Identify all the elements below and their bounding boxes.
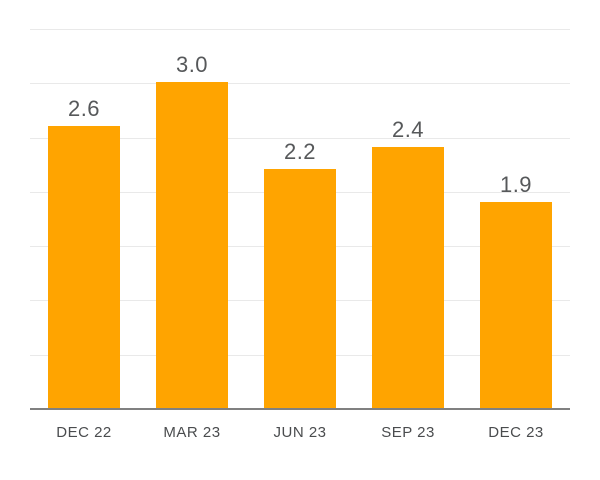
x-axis-line — [30, 408, 570, 410]
bar-value-label: 1.9 — [499, 171, 533, 197]
bar-group: 3.0 — [138, 30, 246, 408]
plot-area: 2.6 3.0 2.2 2.4 1.9 — [30, 29, 570, 410]
x-tick-label: DEC 22 — [56, 424, 112, 441]
bar-value-label: 2.2 — [283, 139, 317, 165]
x-tick-label: MAR 23 — [163, 424, 221, 441]
gridline — [30, 29, 570, 30]
bar-group: 2.4 — [354, 30, 462, 408]
bar — [155, 82, 229, 408]
bar-value-label: 2.6 — [67, 95, 101, 121]
bar — [263, 169, 337, 408]
bar — [479, 201, 553, 408]
gridline — [30, 83, 570, 85]
x-tick-label: DEC 23 — [488, 424, 544, 441]
gridline — [30, 137, 570, 139]
bar-value-label: 2.4 — [391, 117, 425, 143]
bar-group: 1.9 — [462, 30, 570, 408]
bar-group: 2.2 — [246, 30, 354, 408]
x-tick-label: SEP 23 — [381, 424, 435, 441]
bar-group: 2.6 — [30, 30, 138, 408]
x-axis-labels: DEC 22 MAR 23 JUN 23 SEP 23 DEC 23 — [30, 424, 570, 441]
bar — [371, 147, 445, 408]
bars-row: 2.6 3.0 2.2 2.4 1.9 — [30, 30, 570, 408]
bar-value-label: 3.0 — [175, 52, 209, 78]
bar — [47, 125, 121, 408]
x-tick-label: JUN 23 — [273, 424, 327, 441]
